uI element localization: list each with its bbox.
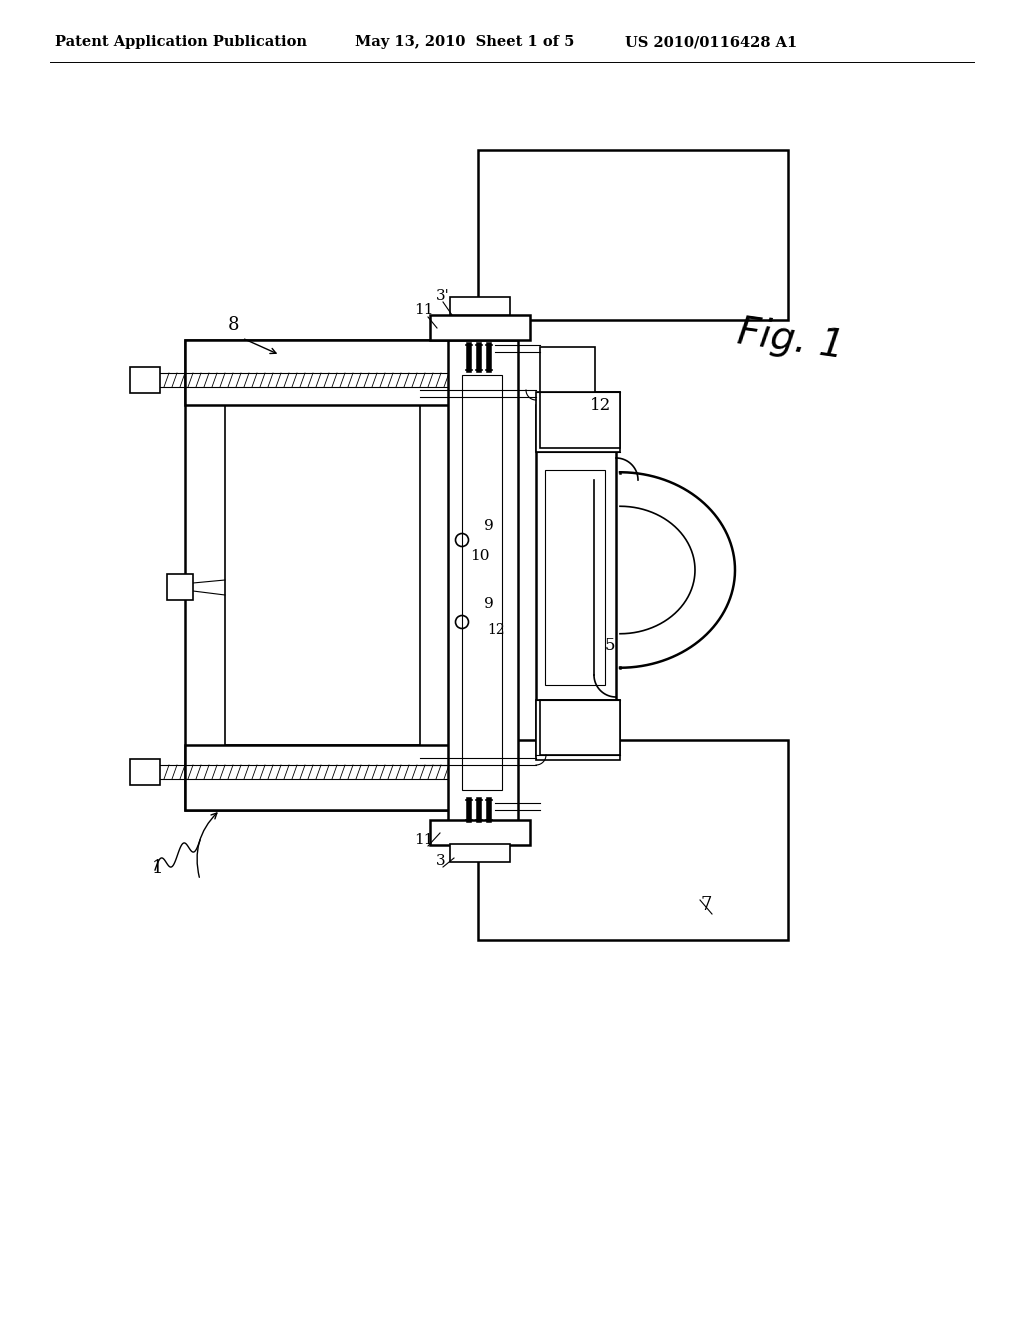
Bar [450, 843, 510, 862]
Bar [540, 347, 595, 392]
Bar [536, 405, 616, 755]
Bar [185, 744, 495, 810]
Text: 8: 8 [228, 315, 240, 334]
Bar [478, 150, 788, 319]
Bar [540, 700, 620, 755]
Text: US 2010/0116428 A1: US 2010/0116428 A1 [625, 36, 798, 49]
Bar [130, 759, 160, 785]
Text: 3: 3 [436, 854, 445, 869]
Text: 11: 11 [414, 833, 433, 847]
Bar [540, 392, 620, 447]
Bar [185, 341, 495, 405]
Bar [536, 392, 620, 451]
Text: 11: 11 [414, 304, 433, 317]
Bar [478, 150, 788, 319]
Text: May 13, 2010  Sheet 1 of 5: May 13, 2010 Sheet 1 of 5 [355, 36, 574, 49]
Text: 9: 9 [484, 519, 494, 533]
Bar [185, 341, 495, 810]
Bar [185, 744, 495, 810]
Bar [430, 315, 530, 341]
Bar [130, 367, 160, 393]
Bar [540, 347, 595, 392]
Bar [536, 700, 620, 760]
Bar [185, 341, 495, 405]
Bar [225, 405, 420, 744]
Bar [462, 375, 502, 789]
Text: 10: 10 [470, 549, 489, 564]
Bar [450, 297, 510, 315]
Bar [540, 700, 620, 755]
Text: Patent Application Publication: Patent Application Publication [55, 36, 307, 49]
Bar [130, 367, 160, 393]
Bar [449, 341, 518, 830]
Bar [430, 820, 530, 845]
Bar [430, 315, 530, 341]
Bar [185, 341, 495, 810]
Bar [450, 843, 510, 862]
Text: 1: 1 [152, 859, 164, 876]
Bar [449, 341, 518, 830]
Bar [450, 297, 510, 315]
Text: 12: 12 [590, 397, 611, 414]
Bar [545, 470, 605, 685]
Bar [478, 741, 788, 940]
Bar [478, 741, 788, 940]
Text: 3': 3' [436, 289, 450, 304]
Bar [167, 574, 193, 601]
Text: 9: 9 [484, 597, 494, 611]
Text: 12: 12 [487, 623, 505, 638]
Bar [430, 820, 530, 845]
Text: Fig. 1: Fig. 1 [735, 314, 847, 366]
Bar [130, 759, 160, 785]
Text: 5: 5 [605, 638, 615, 653]
Text: 7: 7 [700, 896, 712, 913]
Bar [540, 392, 620, 447]
